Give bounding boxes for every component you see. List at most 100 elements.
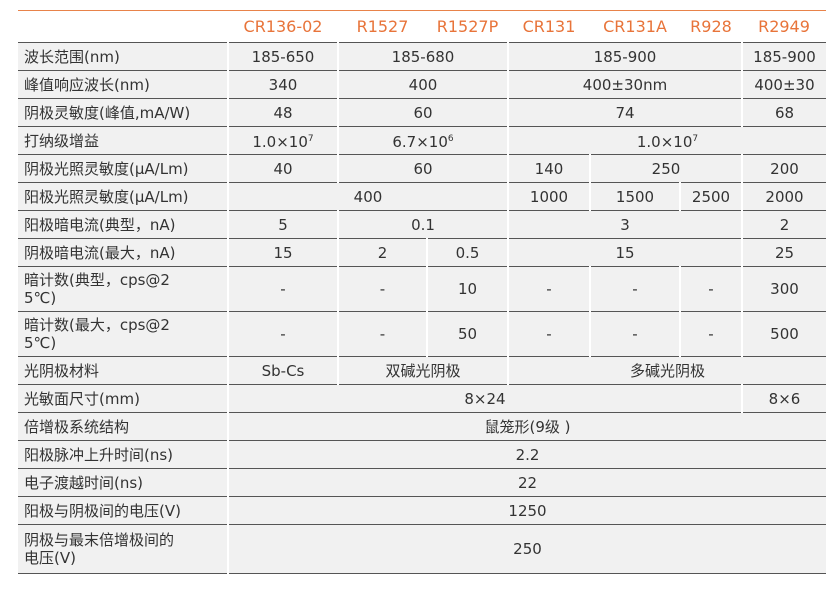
cell-value: 2000 xyxy=(765,187,804,206)
table-cell: 500 xyxy=(741,311,826,357)
cell-value: 双碱光阴极 xyxy=(385,361,461,380)
table-row: 暗计数(典型，cps@25℃) - - 10 - - - 300 xyxy=(18,266,826,312)
row-label: 倍增极系统结构 xyxy=(18,412,228,441)
table-cell: 400±30 xyxy=(741,70,826,99)
cell-value: 0.5 xyxy=(455,243,480,262)
cell-value: - xyxy=(379,325,386,343)
cell-value: - xyxy=(546,325,552,343)
cell-value: 1000 xyxy=(529,187,569,206)
row-label: 阳极与阴极间的电压(V) xyxy=(18,496,228,525)
row-label: 阴极灵敏度(峰值,mA/W) xyxy=(18,98,228,127)
cell-value: - xyxy=(632,280,638,298)
cell-value: - xyxy=(546,280,552,298)
cell-value: 200 xyxy=(770,159,799,178)
cell-exponent: 7 xyxy=(307,134,314,144)
row-label: 阳极暗电流(典型，nA) xyxy=(18,210,228,239)
table-cell: 185-680 xyxy=(337,42,508,71)
row-label: 峰值响应波长(nm) xyxy=(18,70,228,99)
table-cell: 2000 xyxy=(741,182,826,211)
cell-value: 1250 xyxy=(508,501,547,520)
row-label: 阳极脉冲上升时间(ns) xyxy=(18,440,228,469)
cell-value: 68 xyxy=(774,103,795,122)
table-cell: 1.0×107 xyxy=(507,126,826,155)
column-header: CR131 xyxy=(522,17,576,36)
cell-value: 15 xyxy=(273,243,293,262)
table-cell: - xyxy=(589,311,680,357)
table-cell: 0.1 xyxy=(337,210,508,239)
cell-value: - xyxy=(632,325,638,343)
table-cell: 8×24 xyxy=(227,384,742,413)
cell-value: 140 xyxy=(534,159,564,178)
cell-value: 185-650 xyxy=(251,47,315,66)
row-label: 阴极光照灵敏度(μA/Lm) xyxy=(18,154,228,183)
table-row: 光阴极材料 Sb-Cs 双碱光阴极 多碱光阴极 xyxy=(18,356,826,385)
table-row: 波长范围(nm) 185-650 185-680 185-900 185-900 xyxy=(18,42,826,71)
table-cell: 40 xyxy=(227,154,338,183)
cell-value: 2 xyxy=(377,243,388,262)
table-row: 打纳级增益 1.0×107 6.7×106 1.0×107 xyxy=(18,126,826,155)
table-row: 阴极与最末倍增极间的电压(V) 250 xyxy=(18,524,826,574)
table-cell: 200 xyxy=(741,154,826,183)
row-label: 阴极暗电流(最大，nA) xyxy=(18,238,228,267)
table-cell: 22 xyxy=(227,468,826,497)
cell-value: 185-900 xyxy=(753,47,816,66)
cell-value: - xyxy=(379,280,386,298)
table-cell: 15 xyxy=(227,238,338,267)
table-cell: 15 xyxy=(507,238,742,267)
cell-value: 185-900 xyxy=(593,47,657,66)
cell-value: 48 xyxy=(273,103,293,122)
cell-value: 400 xyxy=(353,187,383,206)
table-cell: 多碱光阴极 xyxy=(507,356,826,385)
cell-value: 400±30nm xyxy=(582,75,668,94)
table-cell: 185-900 xyxy=(741,42,826,71)
cell-exponent: 6 xyxy=(447,134,454,144)
table-cell: 60 xyxy=(337,154,508,183)
header-blank xyxy=(18,11,228,43)
cell-value: 250 xyxy=(513,540,542,558)
table-cell: 1.0×107 xyxy=(227,126,338,155)
cell-value: 340 xyxy=(268,75,298,94)
table-cell: - xyxy=(227,311,338,357)
table-cell: 250 xyxy=(227,524,826,574)
table-cell: 68 xyxy=(741,98,826,127)
table-cell: 48 xyxy=(227,98,338,127)
table-cell: 400±30nm xyxy=(507,70,742,99)
cell-value: - xyxy=(708,325,714,343)
row-label: 光敏面尺寸(mm) xyxy=(18,384,228,413)
cell-value: 400±30 xyxy=(754,75,815,94)
cell-value: 多碱光阴极 xyxy=(629,361,705,380)
table-row: 倍增极系统结构 鼠笼形(9级 ) xyxy=(18,412,826,441)
column-header: CR131A xyxy=(603,17,667,36)
column-header: R1527P xyxy=(436,17,499,36)
table-cell: 250 xyxy=(589,154,742,183)
table-row: 阴极光照灵敏度(μA/Lm) 40 60 140 250 200 xyxy=(18,154,826,183)
table-cell: 3 xyxy=(507,210,742,239)
cell-value: 1500 xyxy=(615,187,655,206)
table-cell: 300 xyxy=(741,266,826,312)
cell-value: 40 xyxy=(273,159,293,178)
cell-value: 3 xyxy=(620,215,630,234)
cell-value: - xyxy=(280,325,286,343)
header-row: CR136-02 R1527 R1527P CR131 CR131A R928 R2949 xyxy=(18,10,826,43)
cell-value: Sb-Cs xyxy=(261,361,305,380)
cell-value: 5 xyxy=(278,215,288,234)
table-cell: 2.2 xyxy=(227,440,826,469)
table-cell: - xyxy=(679,266,742,312)
cell-value: 8×24 xyxy=(464,389,506,408)
table-cell: 50 xyxy=(426,311,508,357)
cell-value: 鼠笼形(9级 ) xyxy=(484,417,571,436)
table-row: 阳极脉冲上升时间(ns) 2.2 xyxy=(18,440,826,469)
cell-value: 60 xyxy=(413,159,433,178)
cell-value: 22 xyxy=(517,473,538,492)
table-cell: 2 xyxy=(337,238,427,267)
cell-value: 2500 xyxy=(691,187,731,206)
table-cell: 1250 xyxy=(227,496,826,525)
row-label: 电子渡越时间(ns) xyxy=(18,468,228,497)
cell-value: 8×6 xyxy=(768,389,801,408)
cell-value: - xyxy=(708,280,714,298)
row-label: 光阴极材料 xyxy=(18,356,228,385)
table-row: 阴极暗电流(最大，nA) 15 2 0.5 15 25 xyxy=(18,238,826,267)
table-cell: - xyxy=(507,311,590,357)
table-row: 电子渡越时间(ns) 22 xyxy=(18,468,826,497)
table-row: 阳极光照灵敏度(μA/Lm) 400 1000 1500 2500 2000 xyxy=(18,182,826,211)
